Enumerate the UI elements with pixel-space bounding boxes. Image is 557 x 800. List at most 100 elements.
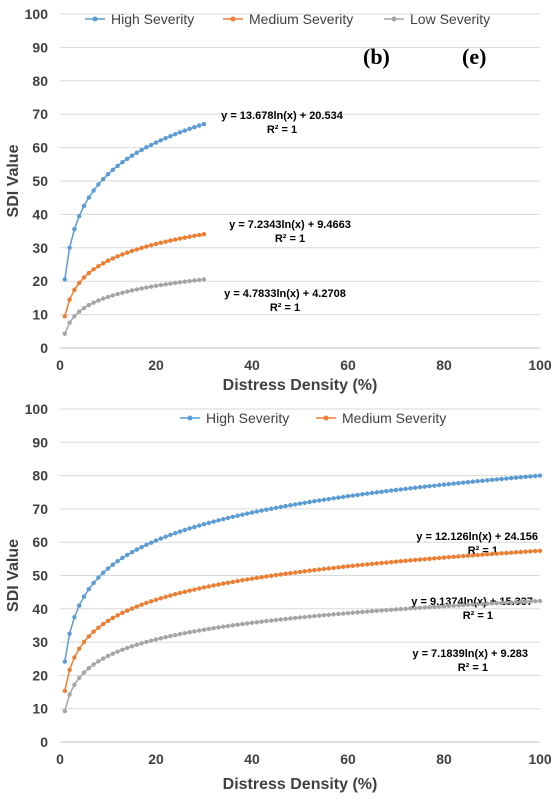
data-point <box>537 598 543 604</box>
data-point <box>72 287 77 293</box>
data-point <box>369 561 375 567</box>
data-point <box>177 631 183 637</box>
y-tick-label: 100 <box>25 6 49 22</box>
data-point <box>235 622 240 627</box>
x-tick-label: 80 <box>436 751 452 767</box>
data-point <box>249 620 255 626</box>
legend-label: Medium Severity <box>342 410 446 426</box>
trendline-r2: R² = 1 <box>275 233 305 245</box>
data-point <box>369 490 375 496</box>
data-point <box>139 147 144 153</box>
legend-label: Medium Severity <box>249 11 353 27</box>
data-point <box>86 302 92 308</box>
data-point <box>72 615 77 620</box>
series-points-1 <box>62 548 543 694</box>
data-point <box>422 605 427 610</box>
data-point <box>173 280 178 286</box>
data-point <box>273 505 279 511</box>
data-point <box>427 483 432 489</box>
data-point <box>235 513 240 518</box>
y-tick-label: 80 <box>32 73 48 89</box>
data-point <box>461 553 466 559</box>
series-points-2 <box>62 598 543 714</box>
data-point <box>326 496 331 502</box>
data-point <box>312 567 317 573</box>
data-point <box>513 550 519 555</box>
data-point <box>350 493 355 498</box>
trendline-r2: R² = 1 <box>463 610 493 622</box>
data-point <box>494 551 499 556</box>
data-point <box>225 515 231 521</box>
data-point <box>163 282 168 287</box>
data-point <box>110 256 116 261</box>
data-point <box>345 494 351 499</box>
data-point <box>331 565 336 571</box>
data-point <box>480 601 485 607</box>
data-point <box>350 563 355 569</box>
data-point <box>101 621 106 627</box>
x-tick-label: 20 <box>148 751 164 767</box>
data-point <box>504 550 509 556</box>
legend-label: Low Severity <box>410 11 490 27</box>
data-point <box>201 277 207 282</box>
data-point <box>86 666 92 671</box>
data-point <box>192 233 197 239</box>
data-point <box>129 606 135 611</box>
data-point <box>441 482 447 487</box>
data-point <box>321 497 327 502</box>
data-point <box>91 267 96 272</box>
data-point <box>96 263 101 269</box>
data-point <box>168 281 173 286</box>
data-point <box>197 123 202 128</box>
data-point <box>120 252 125 257</box>
y-tick-label: 50 <box>32 568 48 584</box>
data-point <box>187 526 192 531</box>
data-point <box>225 580 231 585</box>
data-point <box>62 314 67 319</box>
x-tick-label: 100 <box>528 751 552 767</box>
data-point <box>105 618 111 624</box>
data-point <box>273 572 279 578</box>
data-point <box>182 589 187 594</box>
data-point <box>182 527 187 533</box>
data-point <box>163 534 168 539</box>
data-point <box>393 607 399 612</box>
data-point <box>91 188 96 193</box>
y-tick-label: 10 <box>32 701 48 717</box>
data-point <box>153 283 159 289</box>
data-point <box>105 566 111 571</box>
data-point <box>374 608 379 614</box>
data-point <box>129 288 135 293</box>
data-point <box>129 153 135 158</box>
data-point <box>86 195 92 200</box>
data-point <box>365 562 370 567</box>
data-point <box>312 613 317 619</box>
data-point <box>365 609 370 614</box>
data-point <box>134 642 139 647</box>
data-point <box>254 509 259 514</box>
data-point <box>153 538 159 543</box>
data-point <box>110 167 116 173</box>
data-point <box>230 623 235 628</box>
data-point <box>163 594 168 600</box>
data-point <box>398 606 403 612</box>
data-point <box>384 488 389 494</box>
data-point <box>187 126 192 132</box>
data-point <box>413 557 418 563</box>
y-tick-label: 80 <box>32 468 48 484</box>
data-point <box>134 150 139 155</box>
x-tick-label: 20 <box>148 357 164 373</box>
y-tick-label: 100 <box>25 401 49 417</box>
trendline-equation: y = 7.2343ln(x) + 9.4663 <box>229 219 351 231</box>
data-point <box>67 667 72 673</box>
data-point <box>441 604 447 609</box>
data-point <box>446 555 451 560</box>
data-point <box>461 602 466 608</box>
data-point <box>182 235 187 240</box>
trendline-r2: R² = 1 <box>267 124 297 136</box>
data-point <box>259 508 264 513</box>
data-point <box>389 607 394 612</box>
data-point <box>533 598 538 604</box>
data-point <box>489 551 495 557</box>
data-point <box>456 603 461 608</box>
